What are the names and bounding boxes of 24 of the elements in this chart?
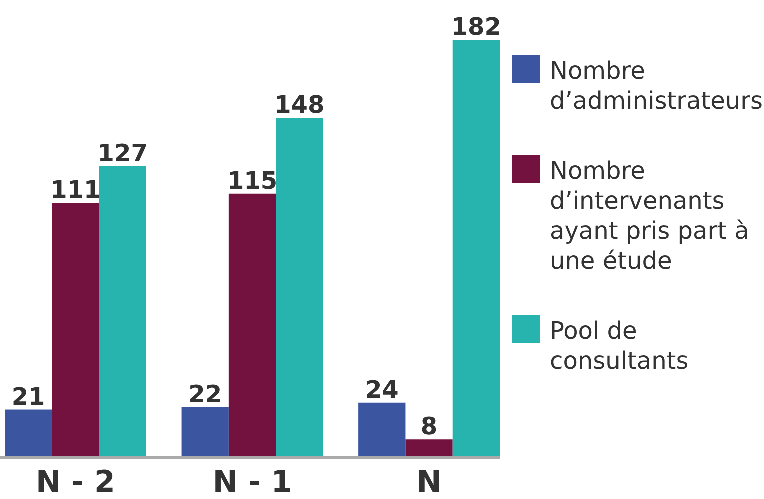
data-label: 115 (227, 166, 278, 195)
data-label: 111 (50, 176, 101, 204)
x-tick-label: N - 1 (212, 465, 292, 499)
data-label: 8 (420, 412, 438, 441)
bar (276, 118, 324, 458)
bar (452, 40, 500, 458)
data-label: 22 (188, 380, 222, 408)
bar (182, 407, 229, 458)
data-label: 21 (12, 382, 46, 411)
bar (358, 402, 406, 458)
bar (99, 166, 146, 458)
legend-label: Pool de consultants (550, 317, 689, 375)
data-label: 182 (451, 13, 502, 41)
x-tick-label: N - 2 (36, 465, 116, 499)
x-tick-label: N (416, 465, 442, 499)
data-label: 24 (365, 376, 399, 404)
data-label: 127 (98, 139, 148, 168)
data-label: 148 (274, 91, 325, 120)
legend-label: Nombre d’intervenants ayant pris part à une étude (550, 157, 750, 275)
bar (5, 410, 52, 458)
bar (52, 203, 100, 458)
bar (228, 194, 276, 458)
bar (406, 440, 453, 458)
legend-label: Nombre d’administrateurs (550, 57, 763, 115)
